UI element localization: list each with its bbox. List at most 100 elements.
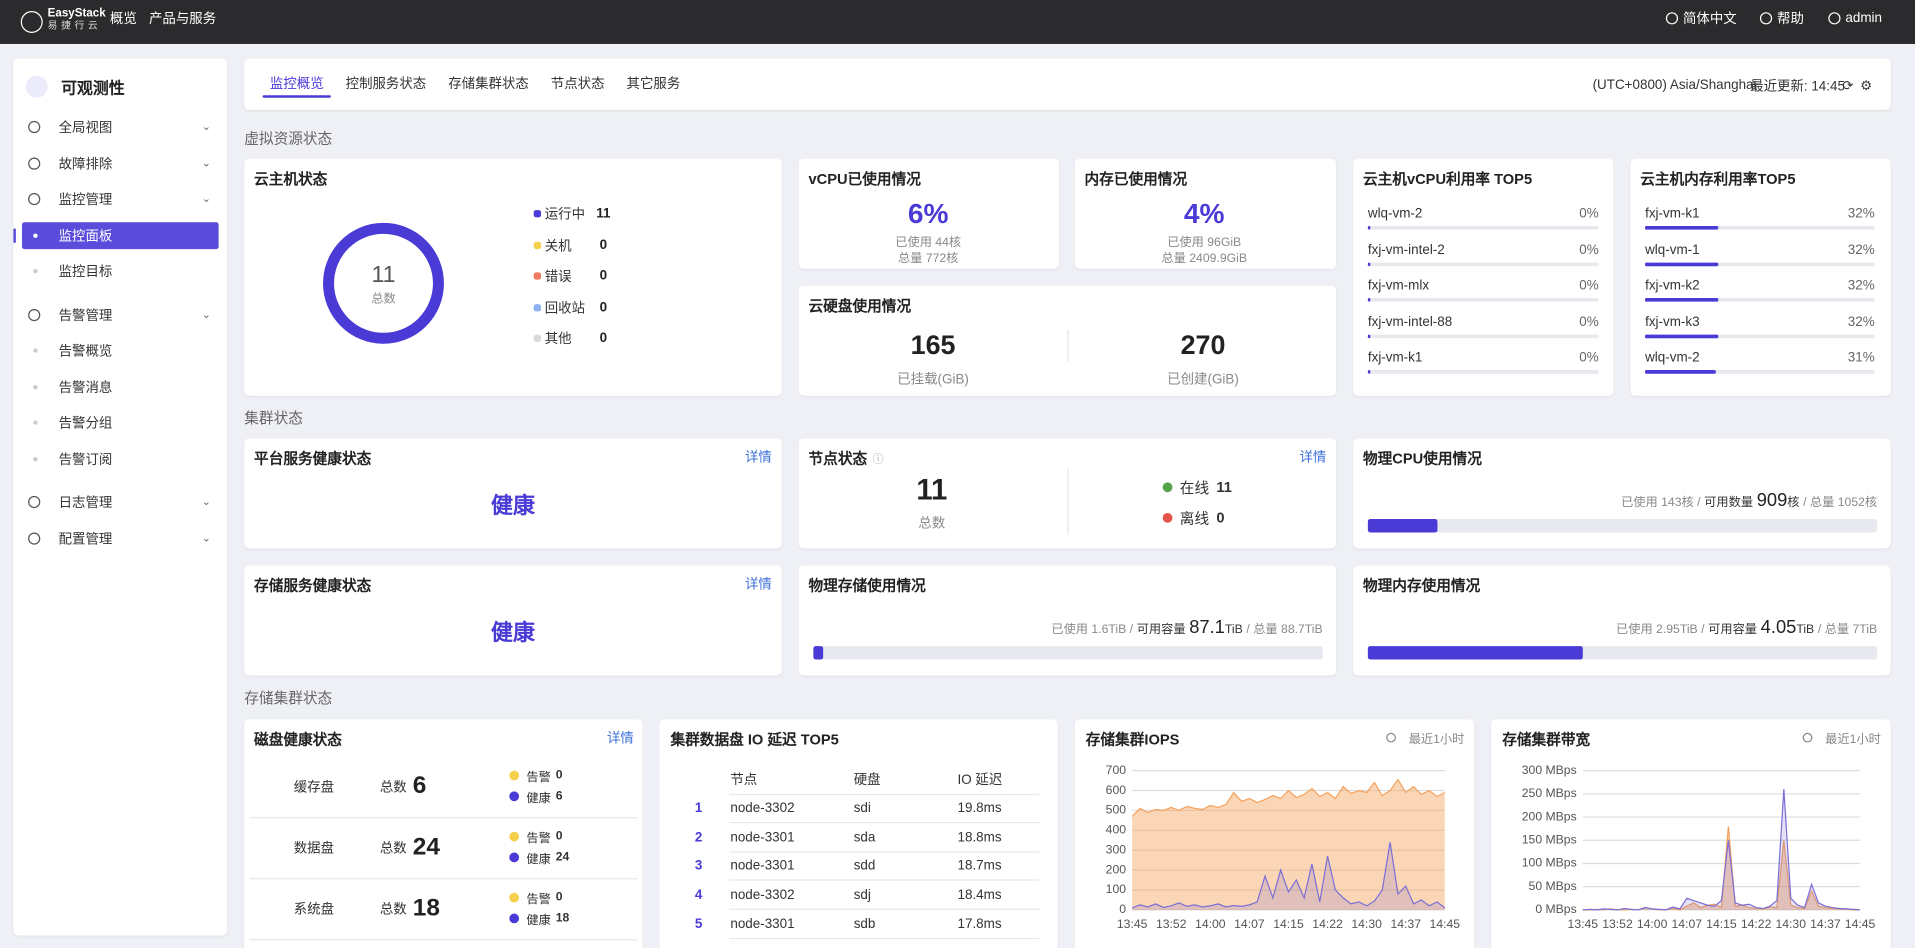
chevron: ⌄ [201,156,212,169]
nav-item[interactable]: 概览 [109,12,137,27]
progress-track [1645,334,1875,338]
logo [20,10,43,33]
vm-percent: 32% [1847,314,1875,330]
active-menu-bg [21,221,219,249]
progress-bar [1645,261,1719,266]
help[interactable]: 帮助 [1777,12,1804,27]
card [244,719,643,948]
progress-track [1367,334,1599,338]
online-label: 在线 [1179,479,1210,497]
row-divider [729,821,1040,824]
user[interactable]: admin [1845,10,1883,26]
detail-link[interactable]: 详情 [744,577,772,593]
row-divider [729,908,1040,910]
divider [1067,468,1069,535]
tab[interactable]: 控制服务状态 [345,76,427,92]
submenu-item[interactable]: 监控面板 [58,228,113,244]
sidebar-icon [25,75,48,98]
legend-value: 0 [599,330,608,346]
language[interactable]: 简体中文 [1682,12,1737,27]
tab[interactable]: 监控概览 [269,76,324,92]
vm-name: fxj-vm-mlx [1367,278,1430,294]
usage-used: 已使用 44核 [895,236,962,250]
ok-dot [509,791,520,802]
detail-link[interactable]: 详情 [744,450,772,466]
refresh-icon[interactable]: ⟳ [1842,78,1854,94]
detail-link[interactable]: 详情 [1299,450,1327,466]
menu-item[interactable]: 故障排除 [58,156,113,172]
progress-bar [1367,519,1438,533]
progress-bar [813,646,823,660]
chart-title: 存储集群带宽 [1502,730,1591,749]
row-divider [249,939,638,941]
menu-icon [28,495,41,509]
progress-cap [1367,297,1371,302]
menu-item[interactable]: 监控管理 [58,192,113,208]
vm-name: fxj-vm-k3 [1645,314,1700,330]
warn-dot [509,831,520,842]
progress-track [1645,261,1875,266]
offline-label: 离线 [1179,509,1210,527]
chevron: ⌄ [201,495,212,508]
card [244,565,782,676]
usage-summary: 已使用 1.6TiB / 可用容量 87.1 TiB / 总量 88.7TiB [1051,617,1322,638]
menu-item[interactable]: 日志管理 [58,495,113,511]
progress-track [813,646,1323,660]
tab[interactable]: 其它服务 [626,76,681,92]
row-divider [729,793,1040,796]
submenu-item[interactable]: 监控目标 [58,265,113,280]
card-title: 物理存储使用情况 [808,577,926,595]
available-value: 4.05 [1760,617,1797,639]
used-text: 已使用 143核 / [1621,496,1701,510]
tab[interactable]: 节点状态 [550,76,605,92]
usage-summary: 已使用 2.95TiB / 可用容量 4.05 TiB / 总量 7TiB [1616,617,1877,638]
legend-swatch [533,272,542,280]
vm-percent: 0% [1579,242,1599,258]
submenu-item[interactable]: 告警消息 [58,380,113,396]
menu-item[interactable]: 全局视图 [58,120,113,136]
progress-cap [1367,261,1371,266]
active-indicator [13,227,16,243]
vm-name: fxj-vm-k1 [1645,206,1700,222]
unit: TiB [1224,623,1243,637]
column-header: IO 延迟 [957,773,1003,788]
submenu-item[interactable]: 告警概览 [58,344,113,360]
bullet [33,456,38,461]
progress-track [1367,519,1878,533]
menu-item[interactable]: 配置管理 [58,531,113,547]
progress-bar [1645,297,1719,302]
vm-percent: 32% [1847,206,1875,222]
vm-name: fxj-vm-intel-88 [1367,314,1453,330]
menu-item[interactable]: 告警管理 [58,308,113,324]
vm-name: wlq-vm-2 [1645,350,1700,366]
time-range[interactable]: 最近1小时 [1408,733,1465,747]
progress-track [1645,225,1875,230]
card-title: 云硬盘使用情况 [808,297,912,315]
row-divider [729,850,1040,853]
menu-icon [28,192,41,206]
nav-item[interactable]: 产品与服务 [148,12,217,27]
bullet [33,420,38,425]
usage-total: 总量 2409.9GiB [1161,252,1247,266]
online-count: 11 [1216,478,1232,496]
column-header: 硬盘 [853,773,881,788]
card [1074,719,1475,948]
timezone: (UTC+0800) Asia/Shanghai [1592,78,1757,93]
menu-icon [28,120,41,134]
offline-count: 0 [1216,509,1225,527]
status-dot [1162,512,1173,523]
progress-track [1645,370,1875,374]
volume-mounted: 165 [910,329,956,361]
disk-type: 缓存盘 [293,780,335,796]
submenu-item[interactable]: 告警订阅 [58,452,113,468]
tab[interactable]: 存储集群状态 [448,76,529,92]
settings-icon[interactable]: ⚙ [1860,78,1873,94]
detail-link[interactable]: 详情 [606,731,634,747]
submenu-item[interactable]: 告警分组 [58,416,113,432]
clock-icon [1386,732,1396,743]
rank: 5 [694,916,703,932]
time-range[interactable]: 最近1小时 [1825,733,1881,747]
menu-icon [28,308,41,321]
health-status: 健康 [490,493,535,518]
